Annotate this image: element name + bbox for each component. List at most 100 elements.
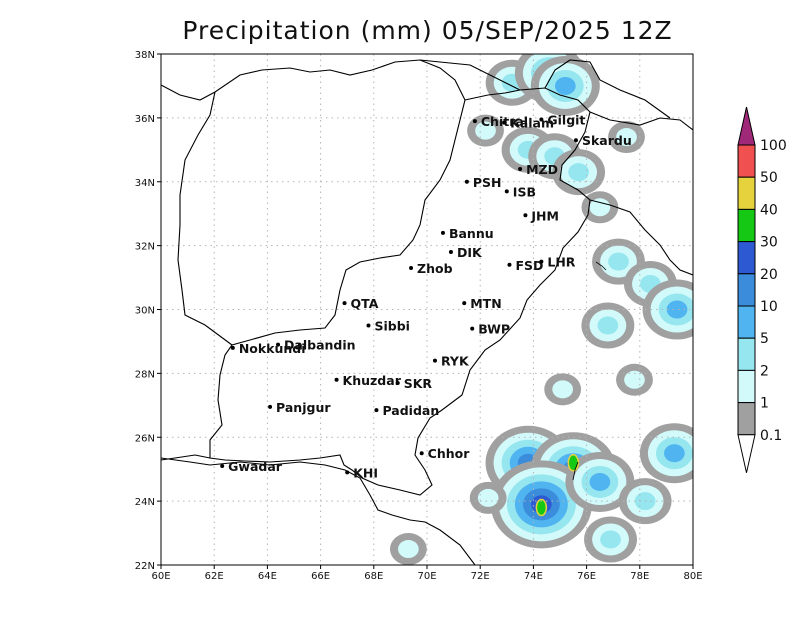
precip-cell-2-level-3: [554, 76, 576, 95]
city-label-kalam: Kalam: [510, 116, 554, 131]
city-markers: ChitralGilgitKalamSkarduMZDPSHISBJHMBann…: [220, 112, 632, 480]
lat-tick-label-22N: 22N: [135, 561, 155, 572]
city-marker-bannu: [440, 230, 445, 235]
colorbar-bottom-arrow: [737, 434, 756, 473]
precip-cell-23-level-1: [398, 540, 419, 559]
india-border-east: [589, 199, 693, 276]
lon-tick-label-80E: 80E: [683, 571, 702, 582]
city-marker-mzd: [518, 166, 523, 171]
city-marker-sibbi: [366, 323, 371, 328]
colorbar-swatch-0: [737, 402, 756, 436]
city-label-dik: DIK: [457, 245, 483, 260]
precip-cell-13-level-1: [552, 380, 574, 399]
city-label-khi: KHI: [353, 465, 378, 480]
colorbar-label-1: 1: [760, 396, 769, 412]
city-label-psh: PSH: [473, 175, 502, 190]
colorbar-swatch-5: [737, 241, 756, 275]
lon-tick-label-60E: 60E: [151, 571, 170, 582]
city-label-panjgur: Panjgur: [276, 400, 331, 415]
colorbar-label-2: 2: [760, 363, 769, 379]
colorbar-label-40: 40: [760, 202, 778, 218]
precip-peak-1: [535, 498, 548, 517]
precip-cell-8-level-1: [589, 198, 611, 217]
colorbar-swatch-6: [737, 208, 756, 243]
precip-cell-22-level-1: [477, 488, 499, 507]
coastline: [161, 457, 476, 565]
precip-cell-7-level-2: [568, 163, 589, 182]
city-marker-gwadar: [220, 463, 225, 468]
afghanistan-border: [161, 59, 466, 101]
lon-tick-label-66E: 66E: [311, 571, 330, 582]
city-marker-ryk: [432, 358, 437, 363]
city-marker-skardu: [573, 138, 578, 143]
lat-tick-label-34N: 34N: [135, 178, 155, 189]
city-label-ryk: RYK: [441, 354, 470, 369]
lon-tick-label-78E: 78E: [630, 571, 649, 582]
precip-cell-21-level-2: [600, 530, 621, 549]
colorbar-swatch-7: [737, 176, 756, 210]
city-label-mtn: MTN: [470, 296, 501, 311]
precip-peak-0: [567, 454, 580, 472]
lon-tick-label-70E: 70E: [417, 571, 436, 582]
city-marker-lhr: [539, 259, 544, 264]
colorbar-swatch-4: [737, 273, 756, 307]
colorbar-label-10: 10: [760, 299, 778, 315]
city-marker-nokkundi: [230, 345, 235, 350]
precip-cell-12-level-2: [597, 316, 619, 335]
city-label-chhor: Chhor: [428, 446, 471, 461]
city-marker-fsd: [507, 262, 512, 267]
colorbar-top-arrow: [737, 106, 756, 146]
india-border-north: [589, 111, 693, 131]
precipitation-field: [389, 54, 693, 565]
city-marker-chhor: [419, 451, 424, 456]
city-label-dalbandin: Dalbandin: [284, 338, 356, 353]
city-label-mzd: MZD: [526, 162, 558, 177]
colorbar-label-5: 5: [760, 331, 769, 347]
lat-tick-label-24N: 24N: [135, 497, 155, 508]
city-label-bannu: Bannu: [449, 226, 494, 241]
map-title: Precipitation (mm) 05/SEP/2025 12Z: [182, 16, 673, 45]
city-marker-padidan: [374, 408, 379, 413]
colorbar-swatch-1: [737, 369, 756, 404]
city-label-sibbi: Sibbi: [374, 318, 409, 333]
city-marker-jhm: [523, 213, 528, 218]
city-label-bwp: BWP: [478, 322, 510, 337]
city-label-qta: QTA: [351, 296, 379, 311]
city-label-lhr: LHR: [547, 255, 575, 270]
city-label-skardu: Skardu: [582, 133, 632, 148]
city-marker-panjgur: [268, 404, 273, 409]
city-label-zhob: Zhob: [417, 261, 453, 276]
colorbar-label-0.1: 0.1: [760, 428, 782, 444]
afghan-iran-border: [177, 91, 233, 346]
lat-tick-label-38N: 38N: [135, 50, 155, 61]
colorbar-label-100: 100: [760, 138, 787, 154]
colorbar-label-50: 50: [760, 170, 778, 186]
colorbar-swatch-2: [737, 337, 756, 371]
afghan-tajik-border: [419, 59, 521, 91]
lat-tick-label-26N: 26N: [135, 433, 155, 444]
city-marker-bwp: [470, 326, 475, 331]
axis-ticks: 60E 62E 64E 66E 68E 70E 72E 74E 76E 78E 80E 22N 24N 2…: [135, 50, 703, 582]
precip-cell-20-level-3: [664, 444, 685, 463]
precip-cell-11-level-3: [666, 300, 688, 319]
city-marker-dalbandin: [276, 342, 281, 347]
city-label-gilgit: Gilgit: [547, 112, 585, 127]
city-label-nokkundi: Nokkundi: [239, 341, 306, 356]
city-marker-dik: [448, 250, 453, 255]
colorbar-swatch-8: [737, 144, 756, 178]
grid-lines: [161, 54, 693, 565]
lat-tick-label-32N: 32N: [135, 242, 155, 253]
city-marker-qta: [342, 301, 347, 306]
lon-tick-label-74E: 74E: [524, 571, 543, 582]
china-border: [544, 59, 671, 119]
city-marker-khuzdar: [334, 377, 339, 382]
lake-1: [595, 261, 607, 271]
lon-tick-label-76E: 76E: [577, 571, 596, 582]
lon-tick-label-72E: 72E: [471, 571, 490, 582]
lon-tick-label-62E: 62E: [205, 571, 224, 582]
city-marker-kalam: [502, 120, 507, 125]
city-label-skr: SKR: [404, 376, 433, 391]
lon-tick-label-68E: 68E: [364, 571, 383, 582]
colorbar-label-30: 30: [760, 235, 778, 251]
city-marker-khi: [345, 470, 350, 475]
